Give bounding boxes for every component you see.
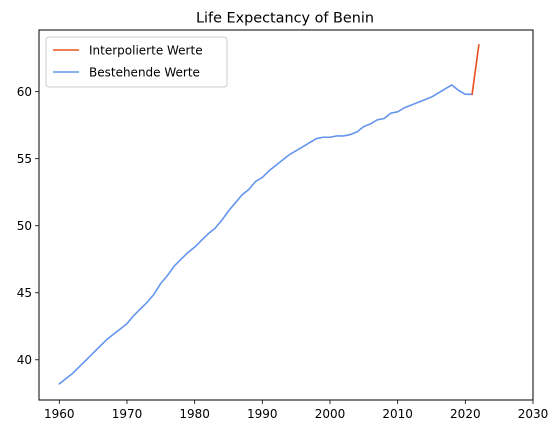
plot-frame bbox=[38, 29, 534, 401]
x-tick-label: 1990 bbox=[247, 407, 278, 421]
y-tick-label: 60 bbox=[17, 85, 32, 99]
y-axis: 40 45 50 55 60 bbox=[17, 85, 39, 367]
y-tick-label: 55 bbox=[17, 152, 32, 166]
plot-area bbox=[58, 43, 480, 385]
legend-box bbox=[45, 36, 228, 88]
x-tick-label: 2010 bbox=[382, 407, 413, 421]
legend-label-0: Interpolierte Werte bbox=[89, 43, 203, 57]
x-tick-label: 1960 bbox=[44, 407, 75, 421]
series-line-0 bbox=[471, 43, 480, 96]
y-tick-label: 40 bbox=[17, 353, 32, 367]
y-tick-label: 50 bbox=[17, 219, 32, 233]
x-axis: 1960 1970 1980 1990 2000 2010 2020 2030 bbox=[44, 400, 548, 421]
y-tick-label: 45 bbox=[17, 286, 32, 300]
x-tick-label: 1970 bbox=[112, 407, 143, 421]
legend-label-1: Bestehende Werte bbox=[89, 65, 200, 79]
x-tick-label: 2020 bbox=[450, 407, 481, 421]
x-tick-label: 2030 bbox=[518, 407, 549, 421]
legend: Interpolierte Werte Bestehende Werte bbox=[45, 36, 228, 88]
series-line-1 bbox=[58, 84, 473, 385]
chart-title: Life Expectancy of Benin bbox=[196, 11, 374, 27]
x-tick-label: 1980 bbox=[179, 407, 210, 421]
x-tick-label: 2000 bbox=[315, 407, 346, 421]
